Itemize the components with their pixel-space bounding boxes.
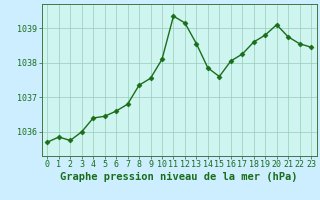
X-axis label: Graphe pression niveau de la mer (hPa): Graphe pression niveau de la mer (hPa) <box>60 172 298 182</box>
